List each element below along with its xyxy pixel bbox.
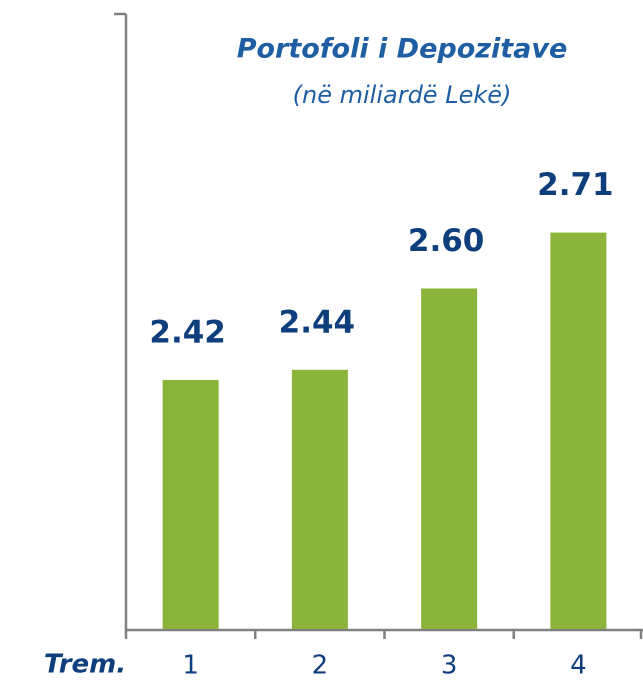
chart-subtitle: (në miliardë Lekë) [293,81,512,109]
value-label: 2.71 [537,167,614,203]
bar [291,369,348,629]
x-tick-label: 1 [182,651,199,681]
x-tick-label: 4 [570,651,587,681]
x-tick-label: 2 [312,651,329,681]
chart-title: Portofoli i Depozitave [237,34,568,65]
value-label: 2.44 [279,304,356,340]
bar [162,379,219,629]
x-axis-label: Trem. [44,650,126,680]
value-label: 2.42 [149,314,226,350]
bar [421,288,478,629]
x-tick-label: 3 [441,651,458,681]
value-label: 2.60 [408,223,485,259]
bar [550,232,607,630]
